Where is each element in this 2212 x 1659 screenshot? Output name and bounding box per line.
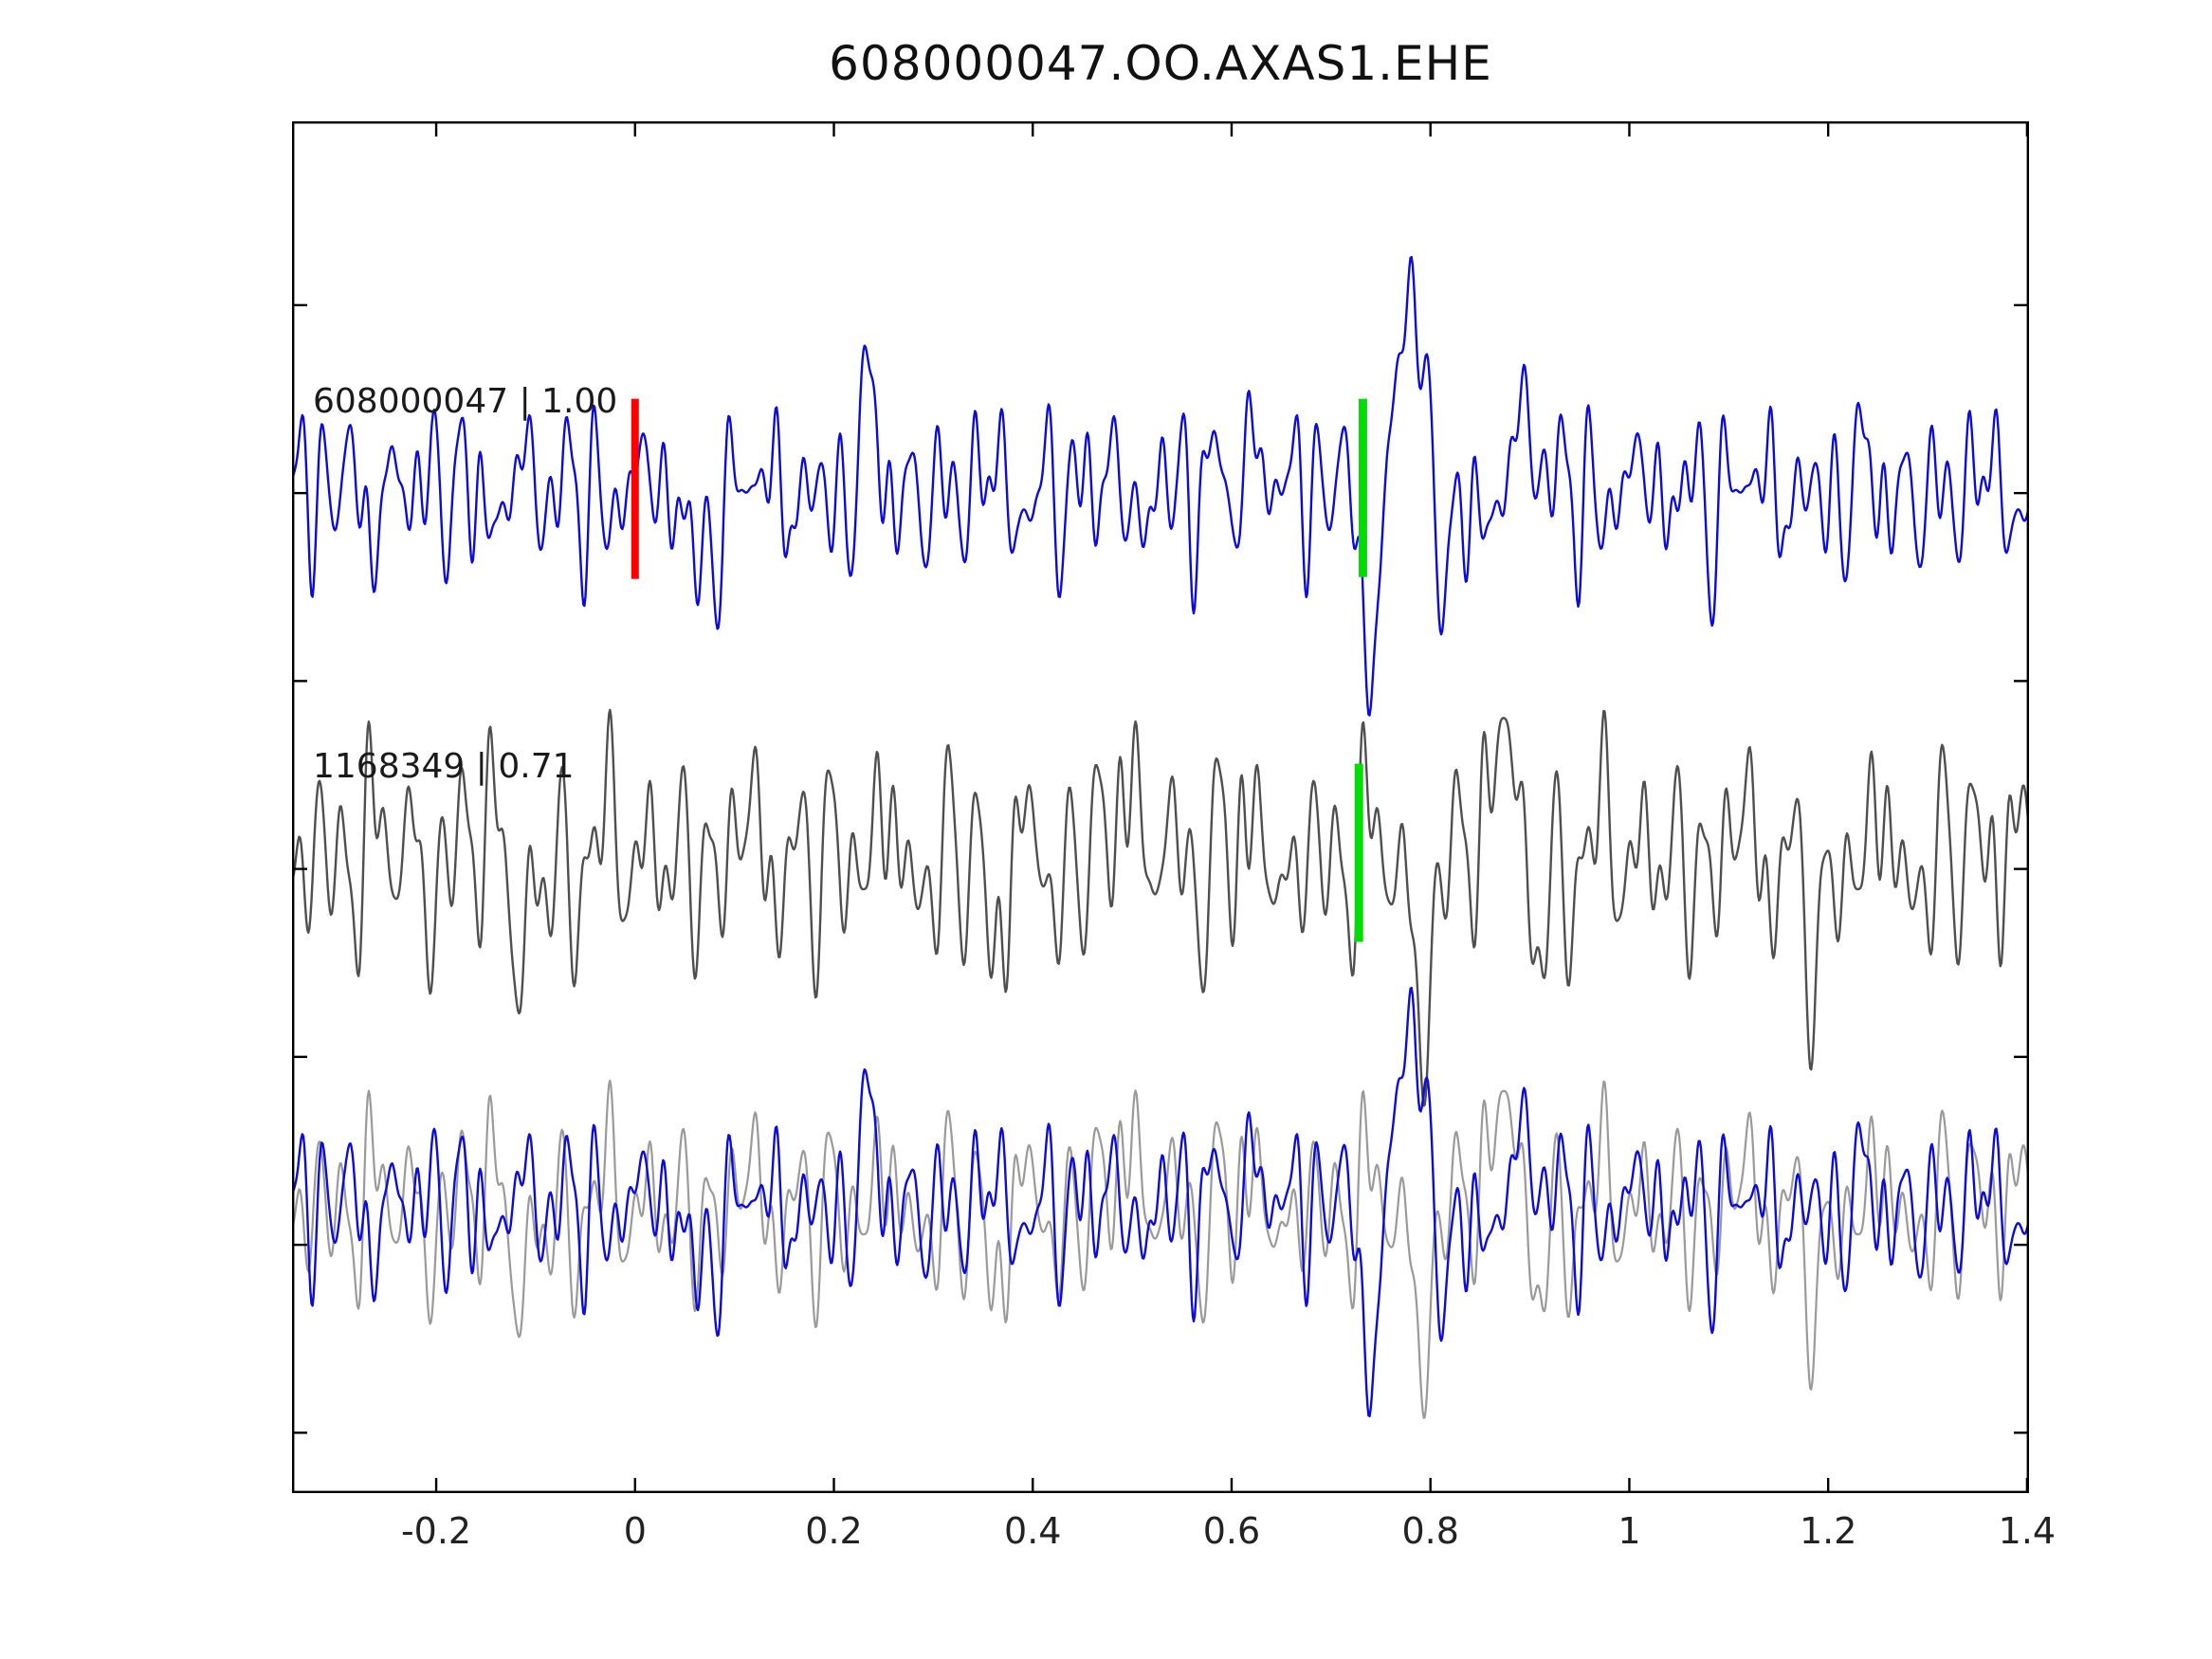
overlay-waveform-gray — [292, 1079, 2029, 1419]
trace-label-1168349: 1168349 | 0.71 — [313, 747, 575, 786]
waveform-canvas — [292, 121, 2029, 1493]
x-tick-label: 0 — [623, 1510, 647, 1552]
chart-title: 608000047.OO.AXAS1.EHE — [829, 36, 1492, 91]
x-tick-label: 1.4 — [1998, 1510, 2057, 1552]
x-tick-label: 0.8 — [1401, 1510, 1459, 1552]
x-tick-label: 1.2 — [1799, 1510, 1857, 1552]
x-tick-label: 0.2 — [805, 1510, 863, 1552]
pick-marker-red — [631, 398, 639, 579]
x-tick-label: 0.6 — [1202, 1510, 1261, 1552]
trace-label-608000047: 608000047 | 1.00 — [313, 382, 618, 421]
axes-frame — [292, 121, 2029, 1493]
x-tick-label: 1 — [1618, 1510, 1641, 1552]
x-tick-label: 0.4 — [1004, 1510, 1062, 1552]
plot-area: 608000047 | 1.00 1168349 | 0.71 — [292, 121, 2029, 1493]
pick-marker-green-top — [1358, 398, 1367, 577]
reference-waveform-608000047 — [292, 255, 2029, 717]
x-tick-label: -0.2 — [400, 1510, 472, 1552]
matched-waveform-1168349 — [292, 708, 2029, 1107]
overlay-waveform-blue — [292, 986, 2029, 1418]
pick-marker-green-mid — [1354, 763, 1363, 942]
